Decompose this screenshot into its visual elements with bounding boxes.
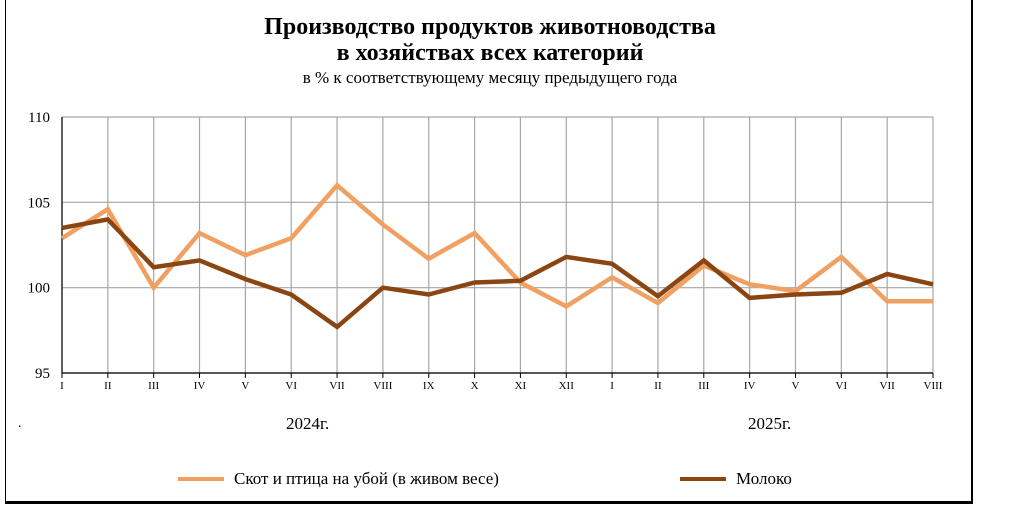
legend-item-livestock: Скот и птица на убой (в живом весе) bbox=[178, 469, 499, 489]
x-tick-label: XI bbox=[515, 380, 527, 392]
chart-subtitle: в % к соответствующему месяцу предыдущег… bbox=[302, 68, 678, 87]
x-tick-label: VIII bbox=[924, 380, 943, 392]
series-line-0 bbox=[60, 182, 933, 309]
legend-swatch-milk bbox=[680, 477, 726, 481]
x-tick-label: V bbox=[241, 380, 249, 392]
legend-label-livestock: Скот и птица на убой (в живом весе) bbox=[234, 469, 499, 488]
x-tick-label: III bbox=[148, 380, 159, 392]
x-tick-label: VIII bbox=[373, 380, 392, 392]
x-tick-label: I bbox=[60, 380, 64, 392]
year-label-2025: 2025г. bbox=[748, 414, 792, 433]
legend-swatch-livestock bbox=[178, 477, 224, 481]
legend-label-milk: Молоко bbox=[736, 469, 792, 488]
x-tick-label: X bbox=[471, 380, 479, 392]
y-tick-label: 95 bbox=[35, 366, 50, 382]
x-tick-label: VI bbox=[285, 380, 297, 392]
x-tick-label: III bbox=[698, 380, 709, 392]
x-tick-label: II bbox=[104, 380, 112, 392]
x-tick-label: IV bbox=[194, 380, 206, 392]
chart-title-line-2: в хозяйствах всех категорий bbox=[336, 40, 644, 66]
y-tick-label: 100 bbox=[28, 281, 51, 297]
x-tick-label: I bbox=[610, 380, 614, 392]
x-tick-label: V bbox=[791, 380, 799, 392]
x-tick-label: IV bbox=[744, 380, 756, 392]
year-label-2024: 2024г. bbox=[286, 414, 330, 433]
x-tick-label: XII bbox=[559, 380, 575, 392]
x-tick-label: VI bbox=[836, 380, 848, 392]
x-tick-label: VII bbox=[329, 380, 345, 392]
stray-dot: . bbox=[18, 416, 22, 431]
y-tick-label: 110 bbox=[28, 110, 50, 126]
x-tick-label: VII bbox=[880, 380, 896, 392]
x-tick-label: II bbox=[654, 380, 662, 392]
chart-frame bbox=[5, 0, 973, 504]
legend-item-milk: Молоко bbox=[680, 469, 792, 489]
y-tick-label: 105 bbox=[28, 195, 51, 211]
x-tick-label: IX bbox=[423, 380, 435, 392]
chart-title-line-1: Производство продуктов животноводства bbox=[264, 14, 716, 40]
series-line-1 bbox=[61, 216, 934, 330]
